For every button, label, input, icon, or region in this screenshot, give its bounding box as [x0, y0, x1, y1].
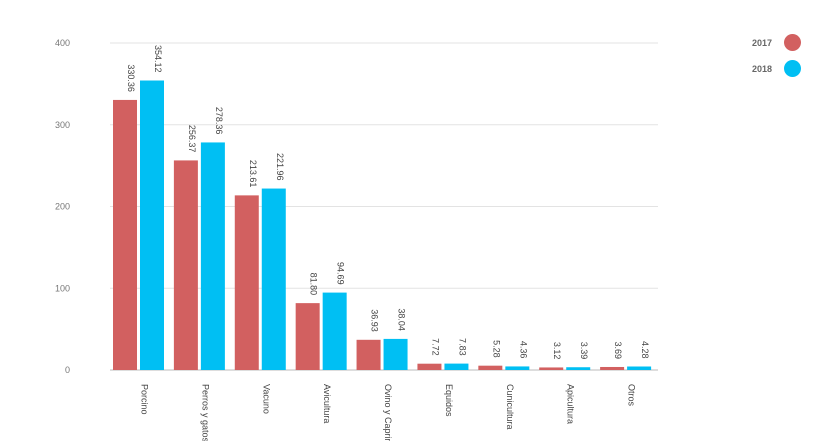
legend-swatch-2018	[784, 60, 802, 77]
data-label-2018-1: 278.36	[214, 107, 224, 135]
data-label-2017-7: 3.12	[552, 342, 562, 360]
data-label-2017-3: 81.80	[309, 273, 319, 296]
data-label-2017-4: 36.93	[370, 309, 380, 332]
bar-2018-6[interactable]	[505, 366, 530, 370]
data-label-2018-3: 94.69	[336, 262, 346, 285]
x-category-label: Ovino y Caprino	[383, 384, 393, 441]
x-category-label: Vacuno	[261, 384, 271, 414]
bar-2017-5[interactable]	[417, 363, 442, 370]
y-tick-label: 400	[55, 38, 70, 48]
bar-2018-5[interactable]	[444, 363, 469, 370]
bar-2017-3[interactable]	[295, 303, 320, 370]
y-tick-label: 200	[55, 202, 70, 212]
x-category-label: Perros y gatos	[200, 384, 210, 441]
bars	[113, 80, 652, 371]
x-category-label: Porcino	[140, 384, 150, 415]
data-label-2018-5: 7.83	[457, 338, 467, 356]
bar-2018-8[interactable]	[627, 366, 652, 370]
legend-swatch-2017	[784, 34, 802, 51]
bar-2017-7[interactable]	[539, 367, 564, 370]
bar-2017-2[interactable]	[234, 195, 259, 370]
data-label-2017-5: 7.72	[430, 338, 440, 356]
data-label-2018-6: 4.36	[518, 341, 528, 359]
data-label-2018-4: 38.04	[397, 308, 407, 331]
legend-label-2017: 2017	[752, 37, 773, 48]
bar-2017-4[interactable]	[356, 339, 381, 370]
x-category-label: Cunicultura	[505, 384, 515, 430]
bar-2018-7[interactable]	[566, 367, 591, 370]
x-axis-categories: Porcino Perros y gatos Vacuno Avicultura Ovi…	[140, 384, 637, 441]
bar-2018-2[interactable]	[261, 188, 286, 370]
data-label-2018-2: 221.96	[275, 153, 285, 181]
bar-2017-8[interactable]	[600, 366, 625, 370]
bar-2018-0[interactable]	[140, 80, 164, 370]
bar-2017-6[interactable]	[478, 365, 503, 370]
x-category-label: Otros	[627, 384, 637, 407]
x-category-label: Equidos	[444, 384, 454, 417]
legend-label-2018: 2018	[752, 63, 773, 74]
data-label-2017-1: 256.37	[187, 125, 197, 153]
x-category-label: Avicultura	[322, 384, 332, 423]
data-label-2017-8: 3.69	[613, 341, 623, 359]
x-category-label: Apicultura	[566, 384, 576, 424]
y-tick-label: 300	[55, 120, 70, 130]
y-axis-ticks: 0 100 200 300 400	[55, 38, 70, 375]
data-label-2018-8: 4.28	[640, 341, 650, 359]
bar-2018-1[interactable]	[200, 142, 225, 370]
y-tick-label: 0	[65, 365, 70, 375]
data-label-2018-7: 3.39	[579, 342, 589, 360]
data-label-2017-0: 330.36	[126, 64, 136, 92]
bar-2018-3[interactable]	[322, 292, 347, 370]
bar-2017-0[interactable]	[113, 99, 137, 371]
data-label-2018-0: 354.12	[153, 45, 163, 73]
data-label-2017-2: 213.61	[248, 160, 258, 188]
data-labels: 330.36 354.12 256.37 278.36 213.61 221.96 81.8…	[126, 45, 650, 359]
y-tick-label: 100	[55, 283, 70, 293]
bar-2018-4[interactable]	[383, 338, 408, 370]
bar-2017-1[interactable]	[173, 160, 198, 370]
legend-item-2017[interactable]: 2017	[752, 34, 802, 51]
data-label-2017-6: 5.28	[491, 340, 501, 358]
legend-item-2018[interactable]: 2018	[752, 60, 802, 77]
